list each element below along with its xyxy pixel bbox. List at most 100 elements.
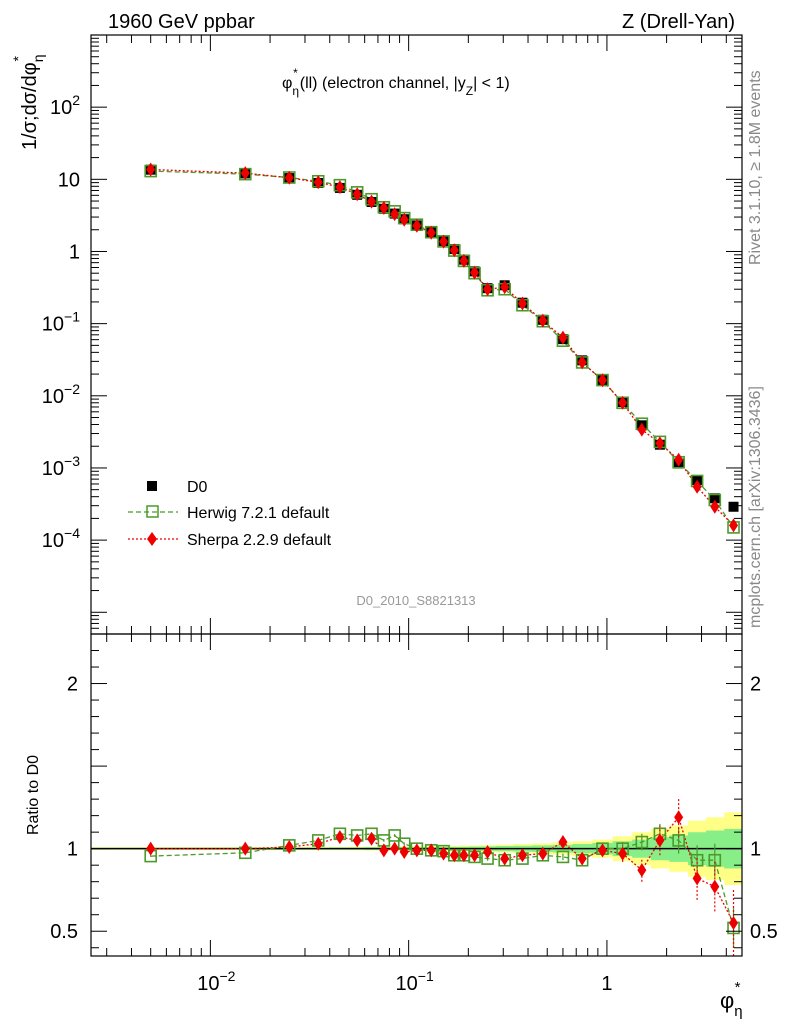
sherpa-point (598, 373, 608, 388)
legend-label-d0: D0 (187, 479, 208, 496)
sherpa-point (500, 280, 510, 295)
sherpa-ratio-point (313, 836, 323, 851)
analysis-watermark: D0_2010_S8821313 (356, 593, 475, 608)
xaxis-label: φη * (720, 979, 743, 1020)
herwig-ratio-point (708, 853, 722, 867)
ratio-ylabel: Ratio to D0 (25, 755, 42, 835)
sherpa-point (692, 479, 702, 494)
main-ylabel-sub: η (30, 55, 46, 63)
sherpa-ratio-point (240, 841, 250, 856)
sherpa-ratio-point (335, 830, 345, 845)
sherpa-ratio-point (500, 851, 510, 866)
subtitle-phi: φ (282, 75, 292, 92)
main-ylabel-text: 1/σ;dσ/dφ (19, 62, 41, 150)
sherpa-point (655, 436, 665, 451)
herwig-ratio-point (672, 834, 685, 847)
y-tick-label: 102 (50, 92, 80, 119)
sherpa-ratio-point (710, 879, 720, 894)
rivet-label: Rivet 3.1.10, ≥ 1.8M events (747, 70, 764, 265)
ratio-y-tick-label-right: 1 (750, 839, 761, 861)
herwig-ratio-point (690, 853, 704, 867)
sherpa-ratio-point (379, 843, 389, 858)
sherpa-point (538, 313, 548, 328)
subtitle-sup: * (293, 66, 298, 80)
sherpa-ratio-point (674, 810, 684, 825)
sherpa-ratio-point (146, 841, 156, 856)
sherpa-ratio-point (729, 915, 739, 930)
sherpa-point (412, 218, 422, 233)
x-tick-label: 10−2 (197, 968, 235, 995)
y-tick-label: 10−1 (42, 309, 80, 336)
sherpa-point (379, 201, 389, 216)
y-tick-label: 1 (69, 241, 80, 263)
sherpa-ratio-point (618, 846, 628, 861)
subtitle-end: | < 1) (473, 75, 510, 92)
legend-label-herwig: Herwig 7.2.1 default (187, 505, 330, 522)
sherpa-point (470, 265, 480, 280)
ratio-y-tick-label-right: 0.5 (750, 921, 778, 943)
header-right: Z (Drell-Yan) (622, 11, 735, 33)
sherpa-ratio-point (412, 843, 422, 858)
sherpa-ratio-point (399, 844, 409, 859)
sherpa-point (558, 330, 568, 345)
ratio-plot-frame (90, 633, 743, 957)
sherpa-ratio-point (470, 848, 480, 863)
x-tick-label: 10−1 (396, 968, 434, 995)
sherpa-ratio-point (284, 840, 294, 855)
sherpa-point (284, 170, 294, 185)
sherpa-ratio-point (538, 846, 548, 861)
legend-marker-sherpa (147, 532, 157, 546)
subtitle-z: Z (466, 84, 473, 98)
xaxis-label-sub: η (734, 1003, 742, 1020)
sherpa-point (517, 296, 527, 311)
sherpa-ratio-point (439, 846, 449, 861)
sherpa-ratio-point (459, 848, 469, 863)
xaxis-label-phi: φ (720, 988, 734, 1013)
sherpa-point (459, 253, 469, 268)
legend-label-sherpa: Sherpa 2.2.9 default (187, 532, 332, 549)
y-tick-label: 10−3 (42, 453, 80, 480)
subtitle-rest: (ll) (electron channel, |y (300, 75, 466, 92)
ratio-y-tick-label: 2 (67, 674, 78, 696)
sherpa-ratio-point (517, 848, 527, 863)
sherpa-point (367, 194, 377, 209)
sherpa-point (335, 180, 345, 195)
sherpa-ratio-point (449, 848, 459, 863)
sherpa-point (146, 162, 156, 177)
sherpa-ratio-point (483, 844, 493, 859)
sherpa-ratio-point (577, 851, 587, 866)
sherpa-point (240, 166, 250, 181)
legend: D0 Herwig 7.2.1 default Sherpa 2.2.9 def… (128, 479, 332, 549)
sherpa-point (449, 243, 459, 258)
mcplots-label: mcplots.cern.ch [arXiv:1306.3436] (747, 386, 764, 628)
main-ylabel: 1/σ;dσ/dφη * (10, 55, 46, 151)
xaxis-label-sup: * (735, 979, 741, 996)
sherpa-ratio-point (558, 835, 568, 850)
sherpa-ratio-point (426, 843, 436, 858)
sherpa-point (577, 355, 587, 370)
sherpa-ratio-point (367, 831, 377, 846)
header-left: 1960 GeV ppbar (108, 11, 255, 33)
sherpa-point (399, 212, 409, 227)
sherpa-point (439, 234, 449, 249)
d0-point (728, 501, 739, 512)
d0-point (709, 493, 720, 504)
sherpa-point (637, 422, 647, 437)
sherpa-ratio-point (637, 863, 647, 878)
y-tick-label: 10 (58, 169, 80, 191)
herwig-ratio-point (635, 835, 649, 849)
legend-marker-d0 (147, 481, 157, 491)
sherpa-main-line (150, 168, 734, 526)
legend-marker-herwig (146, 505, 159, 518)
x-tick-label: 1 (601, 973, 612, 995)
y-tick-label: 10−4 (42, 525, 80, 552)
sherpa-point (352, 187, 362, 202)
ratio-y-tick-label-right: 2 (750, 674, 761, 696)
ratio-y-tick-label: 1 (67, 839, 78, 861)
sherpa-ratio-point (692, 871, 702, 886)
sherpa-ratio-point (352, 833, 362, 848)
ratio-y-tick-label: 0.5 (50, 921, 78, 943)
sherpa-point (729, 518, 739, 533)
sherpa-ratio-point (598, 843, 608, 858)
